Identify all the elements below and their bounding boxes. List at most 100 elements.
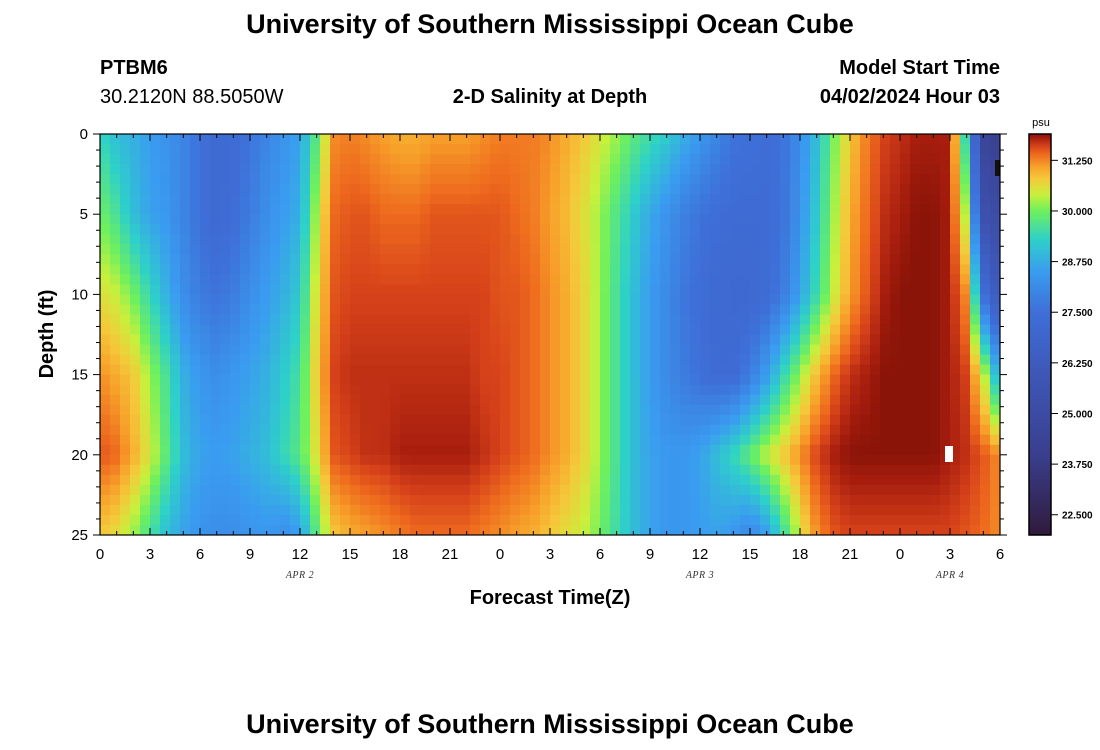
heatmap-cell — [430, 474, 441, 486]
heatmap-cell — [360, 174, 371, 185]
heatmap-cell — [840, 314, 851, 326]
heatmap-cell — [820, 474, 831, 486]
heatmap-cell — [970, 204, 981, 215]
heatmap-cell — [530, 434, 541, 446]
heatmap-cell — [530, 354, 541, 366]
heatmap-cell — [670, 514, 681, 526]
heatmap-cell — [980, 314, 991, 326]
heatmap-cell — [820, 164, 831, 175]
heatmap-cell — [830, 204, 841, 215]
heatmap-cell — [360, 234, 371, 245]
heatmap-cell — [310, 334, 321, 346]
heatmap-cell — [120, 214, 131, 225]
heatmap-cell — [710, 224, 721, 235]
heatmap-cell — [310, 344, 321, 356]
page-title: University of Southern Mississippi Ocean… — [246, 9, 854, 39]
heatmap-cell — [230, 404, 241, 416]
heatmap-cell — [370, 444, 381, 456]
heatmap-cell — [450, 214, 461, 225]
heatmap-cell — [290, 284, 301, 295]
heatmap-cell — [780, 274, 791, 285]
heatmap-cell — [650, 324, 661, 336]
heatmap-cell — [260, 364, 271, 376]
heatmap-cell — [960, 194, 971, 205]
heatmap-cell — [780, 514, 791, 526]
heatmap-cell — [470, 344, 481, 356]
heatmap-cell — [790, 484, 801, 496]
heatmap-cell — [520, 344, 531, 356]
heatmap-cell — [110, 414, 121, 426]
heatmap-cell — [700, 274, 711, 285]
heatmap-cell — [160, 204, 171, 215]
heatmap-cell — [480, 204, 491, 215]
heatmap-cell — [720, 244, 731, 255]
heatmap-cell — [570, 304, 581, 316]
heatmap-cell — [560, 174, 571, 185]
heatmap-cell — [370, 424, 381, 436]
heatmap-cell — [330, 234, 341, 245]
heatmap-cell — [620, 154, 631, 165]
heatmap-cell — [590, 234, 601, 245]
heatmap-cell — [330, 304, 341, 316]
heatmap-cell — [720, 444, 731, 456]
heatmap-cell — [180, 394, 191, 406]
heatmap-cell — [900, 294, 911, 306]
heatmap-cell — [260, 444, 271, 456]
heatmap-cell — [390, 304, 401, 316]
heatmap-cell — [290, 494, 301, 506]
heatmap-cell — [690, 324, 701, 336]
heatmap-cell — [490, 144, 501, 155]
heatmap-cell — [840, 494, 851, 506]
heatmap-cell — [390, 224, 401, 235]
heatmap-cell — [700, 174, 711, 185]
heatmap-cell — [640, 504, 651, 516]
heatmap-cell — [470, 464, 481, 476]
heatmap-cell — [630, 294, 641, 306]
heatmap-cell — [930, 434, 941, 446]
heatmap-cell — [900, 194, 911, 205]
heatmap-cell — [220, 344, 231, 356]
heatmap-cell — [710, 404, 721, 416]
heatmap-cell — [670, 454, 681, 466]
heatmap-cell — [680, 494, 691, 506]
heatmap-cell — [780, 144, 791, 155]
heatmap-cell — [720, 284, 731, 295]
heatmap-cell — [390, 414, 401, 426]
heatmap-cell — [730, 404, 741, 416]
heatmap-cell — [540, 284, 551, 295]
heatmap-cell — [570, 434, 581, 446]
heatmap-cell — [700, 364, 711, 376]
heatmap-cell — [350, 334, 361, 346]
heatmap-cell — [660, 384, 671, 396]
heatmap-cell — [620, 284, 631, 295]
heatmap-cell — [250, 434, 261, 446]
heatmap-cell — [850, 174, 861, 185]
heatmap-cell — [710, 234, 721, 245]
heatmap-cell — [420, 284, 431, 295]
heatmap-cell — [230, 134, 241, 145]
heatmap-cell — [930, 194, 941, 205]
heatmap-cell — [840, 184, 851, 195]
heatmap-cell — [420, 184, 431, 195]
heatmap-cell — [910, 404, 921, 416]
heatmap-cell — [420, 254, 431, 265]
heatmap-cell — [470, 524, 481, 535]
heatmap-cell — [180, 474, 191, 486]
heatmap-cell — [440, 314, 451, 326]
heatmap-cell — [340, 184, 351, 195]
heatmap-cell — [470, 374, 481, 386]
heatmap-cell — [110, 314, 121, 326]
heatmap-cell — [690, 204, 701, 215]
heatmap-cell — [140, 214, 151, 225]
heatmap-cell — [250, 484, 261, 496]
heatmap-cell — [920, 164, 931, 175]
heatmap-cell — [260, 384, 271, 396]
heatmap-cell — [800, 384, 811, 396]
heatmap-cell — [540, 204, 551, 215]
heatmap-cell — [510, 244, 521, 255]
heatmap-cell — [710, 414, 721, 426]
heatmap-cell — [800, 344, 811, 356]
heatmap-cell — [790, 294, 801, 306]
heatmap-cell — [350, 314, 361, 326]
heatmap-cell — [190, 454, 201, 466]
